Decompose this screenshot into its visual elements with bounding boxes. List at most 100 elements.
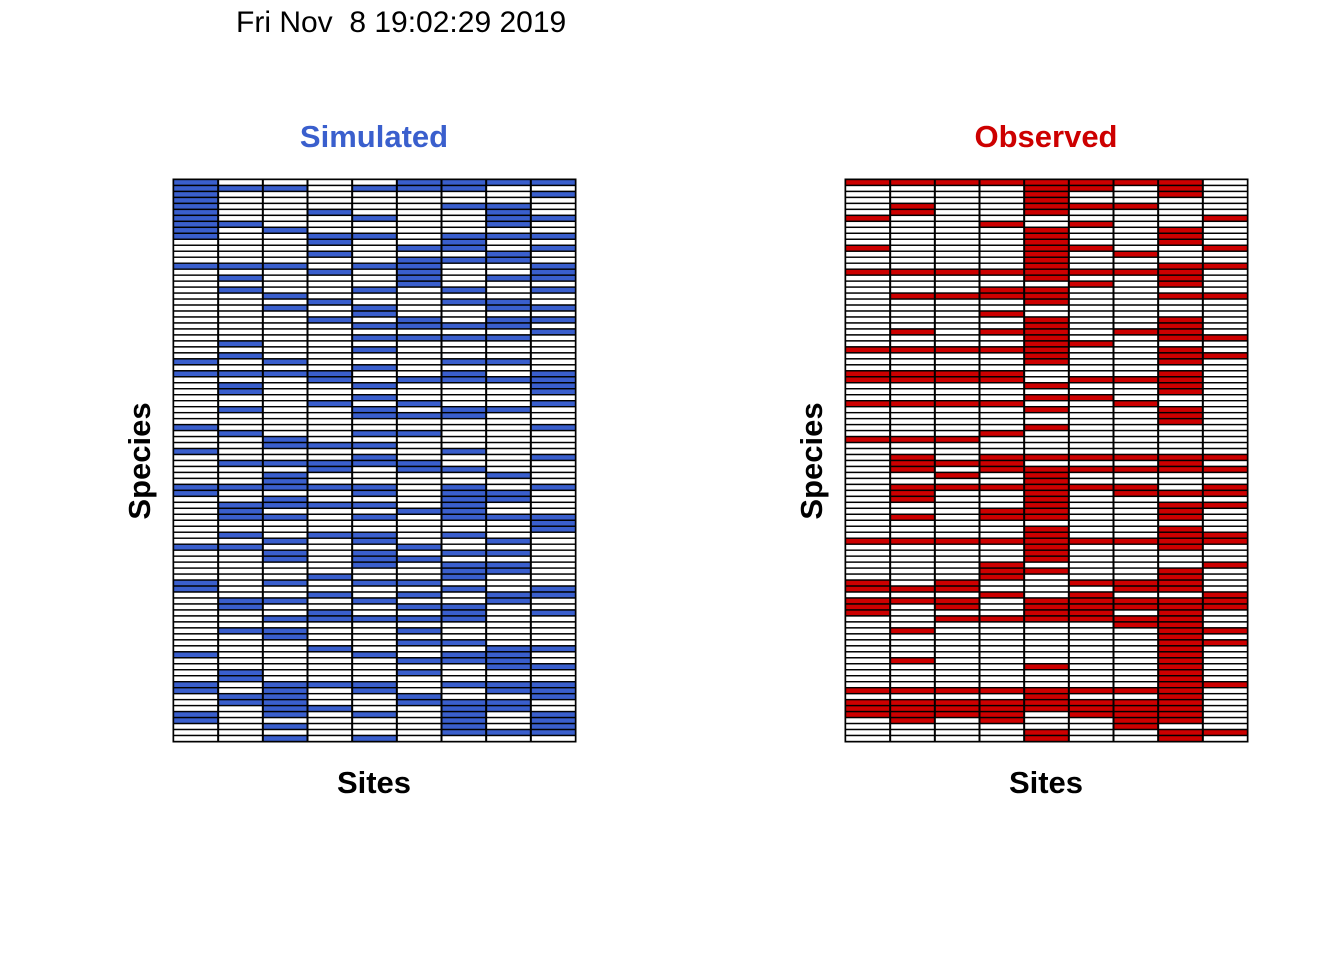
observed-cell-3-38 (978, 405, 1025, 414)
simulated-cell-0-9 (172, 232, 219, 240)
observed-cell-2-56 (934, 513, 981, 521)
simulated-cell-1-16 (217, 274, 264, 282)
simulated-cell-2-30 (262, 358, 309, 366)
simulated-cell-4-91 (351, 722, 398, 731)
observed-cell-5-63 (1068, 555, 1115, 563)
simulated-cell-5-25 (396, 328, 443, 336)
observed-cell-5-58 (1068, 525, 1115, 533)
observed-cell-3-86 (978, 692, 1025, 701)
simulated-cell-3-8 (306, 226, 353, 235)
simulated-cell-6-39 (440, 411, 487, 420)
observed-cell-1-32 (889, 370, 936, 378)
simulated-cell-5-73 (396, 615, 443, 623)
simulated-cell-5-85 (396, 686, 443, 695)
observed-cell-4-70 (1023, 597, 1070, 605)
observed-cell-8-41 (1202, 423, 1249, 432)
observed-cell-1-57 (889, 519, 936, 527)
simulated-cell-7-3 (485, 196, 532, 205)
simulated-cell-3-58 (306, 525, 353, 533)
observed-cell-0-14 (844, 262, 891, 270)
simulated-cell-0-15 (172, 268, 219, 276)
simulated-cell-0-62 (172, 549, 219, 557)
simulated-cell-0-13 (172, 256, 219, 264)
simulated-cell-7-62 (485, 549, 532, 557)
simulated-cell-8-41 (530, 423, 577, 432)
simulated-cell-4-12 (351, 250, 398, 258)
simulated-cell-1-32 (217, 370, 264, 378)
observed-cell-6-83 (1112, 675, 1159, 683)
simulated-cell-4-26 (351, 334, 398, 342)
observed-cell-6-9 (1112, 232, 1159, 240)
simulated-cell-2-19 (262, 292, 309, 300)
observed-cell-3-68 (978, 585, 1025, 593)
observed-cell-5-68 (1068, 585, 1115, 593)
observed-cell-2-78 (934, 645, 981, 653)
observed-cell-3-19 (978, 292, 1025, 300)
simulated-cell-0-46 (172, 453, 219, 462)
observed-cell-5-50 (1068, 477, 1115, 486)
simulated-cell-8-34 (530, 382, 577, 390)
observed-cell-3-59 (978, 531, 1025, 539)
simulated-cell-3-9 (306, 232, 353, 240)
simulated-cell-7-51 (485, 483, 532, 492)
observed-cell-8-51 (1202, 483, 1249, 492)
observed-cell-5-17 (1068, 280, 1115, 288)
simulated-cell-2-23 (262, 316, 309, 324)
observed-cell-8-73 (1202, 615, 1249, 623)
simulated-cell-0-42 (172, 429, 219, 438)
observed-cell-6-72 (1112, 609, 1159, 617)
observed-cell-2-54 (934, 501, 981, 510)
simulated-cell-0-71 (172, 603, 219, 611)
simulated-cell-0-58 (172, 525, 219, 533)
observed-cell-4-20 (1023, 298, 1070, 306)
simulated-cell-5-24 (396, 322, 443, 330)
observed-cell-2-58 (934, 525, 981, 533)
simulated-cell-4-51 (351, 483, 398, 492)
observed-cell-8-42 (1202, 429, 1249, 438)
simulated-cell-0-22 (172, 310, 219, 318)
simulated-cell-3-12 (306, 250, 353, 258)
simulated-cell-0-12 (172, 250, 219, 258)
observed-cell-7-78 (1157, 645, 1204, 653)
observed-cell-6-8 (1112, 226, 1159, 235)
observed-cell-8-79 (1202, 651, 1249, 659)
observed-cell-5-14 (1068, 262, 1115, 270)
observed-cell-0-60 (844, 537, 891, 545)
observed-cell-0-87 (844, 698, 891, 707)
simulated-cell-2-31 (262, 364, 309, 372)
observed-cell-2-60 (934, 537, 981, 545)
simulated-cell-6-67 (440, 579, 487, 587)
observed-cell-4-65 (1023, 567, 1070, 575)
observed-cell-0-69 (844, 591, 891, 599)
observed-cell-8-37 (1202, 400, 1249, 408)
simulated-cell-5-93 (396, 734, 443, 743)
simulated-cell-5-21 (396, 304, 443, 312)
observed-cell-7-44 (1157, 441, 1204, 450)
simulated-cell-4-61 (351, 543, 398, 551)
simulated-cell-3-36 (306, 394, 353, 402)
observed-cell-5-67 (1068, 579, 1115, 587)
observed-cell-1-11 (889, 244, 936, 252)
simulated-cell-5-16 (396, 274, 443, 282)
observed-cell-0-83 (844, 675, 891, 683)
observed-cell-4-27 (1023, 340, 1070, 348)
simulated-cell-8-29 (530, 352, 577, 360)
simulated-cell-5-22 (396, 310, 443, 318)
observed-cell-2-1 (934, 184, 981, 193)
observed-cell-2-11 (934, 244, 981, 252)
simulated-cell-8-67 (530, 579, 577, 587)
simulated-cell-7-48 (485, 465, 532, 474)
simulated-cell-6-78 (440, 645, 487, 653)
observed-cell-5-1 (1068, 184, 1115, 193)
observed-cell-7-52 (1157, 489, 1204, 498)
simulated-cell-3-53 (306, 495, 353, 504)
simulated-cell-4-46 (351, 453, 398, 462)
observed-cell-0-88 (844, 704, 891, 713)
simulated-cell-5-92 (396, 728, 443, 737)
simulated-cell-5-48 (396, 465, 443, 474)
observed-cell-0-59 (844, 531, 891, 539)
simulated-cell-0-81 (172, 663, 219, 671)
simulated-cell-4-11 (351, 244, 398, 252)
observed-cell-8-20 (1202, 298, 1249, 306)
simulated-cell-4-48 (351, 465, 398, 474)
